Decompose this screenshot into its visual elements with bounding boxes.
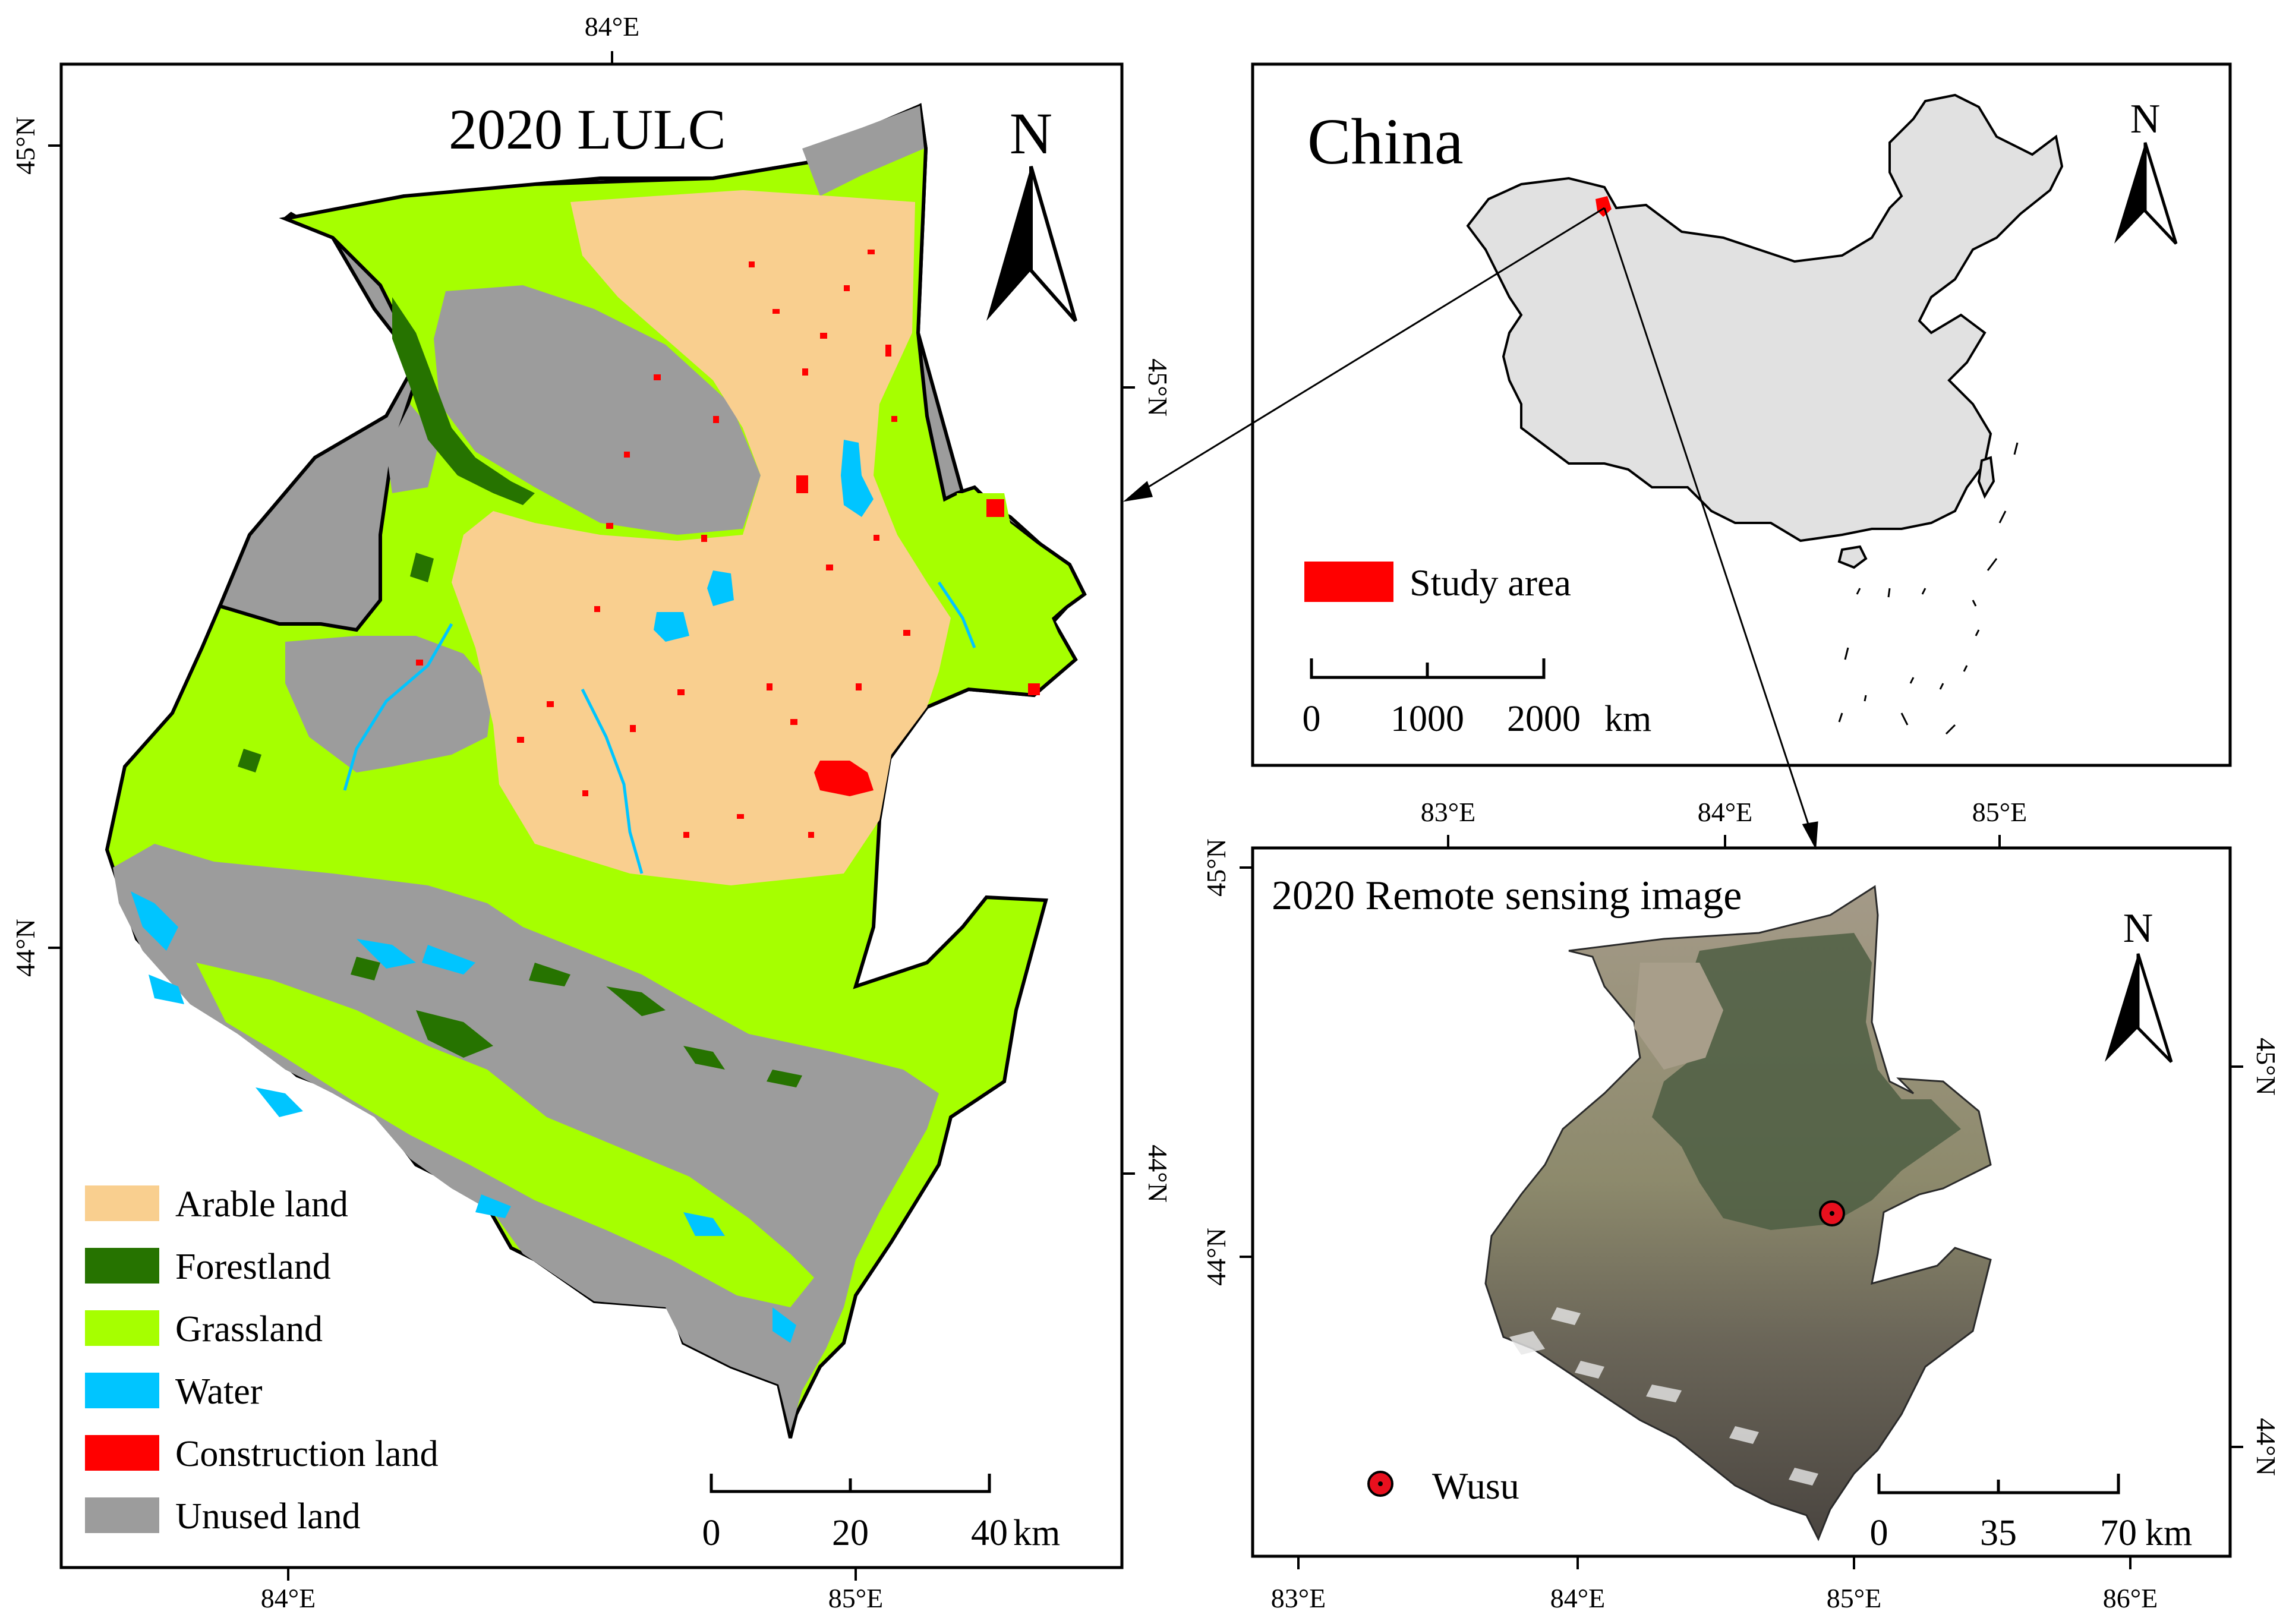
scale-unit: km xyxy=(2145,1513,2192,1553)
lulc-north-arrow: N xyxy=(986,100,1077,322)
lulc-graticule-ticks xyxy=(48,51,1135,1581)
lulc-rivers xyxy=(343,581,976,874)
rs-desert-patch xyxy=(1634,963,1723,1070)
taiwan-island xyxy=(1977,456,1995,499)
china-north-arrow: N xyxy=(2114,96,2178,245)
legend-item-construction-land: Construction land xyxy=(85,1434,439,1474)
lulc-construction-patches xyxy=(416,250,1040,838)
scale-label: 0 xyxy=(1303,699,1321,739)
rs-scale-bar: 0 35 70 km xyxy=(1870,1474,2192,1553)
lulc-right-lat-label: 45°N xyxy=(1143,358,1173,417)
legend-item-grassland: Grassland xyxy=(85,1309,323,1349)
rs-bottom-lon-label: 86°E xyxy=(2103,1583,2158,1613)
scale-label: 0 xyxy=(1870,1513,1888,1553)
china-map-title: China xyxy=(1307,105,1464,178)
lulc-north-label: N xyxy=(1010,100,1052,166)
legend-label: Construction land xyxy=(175,1434,439,1474)
hainan-island xyxy=(1837,545,1868,569)
rs-top-lon-label: 84°E xyxy=(1698,797,1753,827)
scale-label: 35 xyxy=(1980,1513,2017,1553)
rs-oasis-vegetation xyxy=(1652,933,1961,1230)
china-outline xyxy=(1466,93,2064,543)
rs-bottom-lon-label: 84°E xyxy=(1550,1583,1606,1613)
rs-right-lat-label: 45°N xyxy=(2251,1038,2281,1096)
scale-unit: km xyxy=(1604,699,1651,739)
rs-left-lat-label: 45°N xyxy=(1201,838,1231,897)
china-scale-bar: 0 1000 2000 km xyxy=(1303,658,1651,739)
rs-north-arrow: N xyxy=(2105,906,2173,1063)
legend-item-arable-land: Arable land xyxy=(85,1184,348,1225)
legend-label: Arable land xyxy=(175,1184,348,1225)
legend-swatch xyxy=(85,1185,159,1221)
lulc-left-lat-label: 45°N xyxy=(10,116,40,175)
south-china-sea-islands xyxy=(1838,442,2019,735)
rs-top-lon-label: 85°E xyxy=(1972,797,2028,827)
rs-north-label: N xyxy=(2123,906,2153,951)
legend-item-forestland: Forestland xyxy=(85,1247,331,1287)
study-area-legend-label: Study area xyxy=(1410,562,1571,604)
scale-label: 0 xyxy=(702,1513,721,1553)
lulc-map-frame xyxy=(59,62,1124,1569)
lulc-unused-land-patch xyxy=(802,106,924,196)
wusu-legend-marker xyxy=(1367,1471,1393,1497)
scale-label: 40 xyxy=(971,1513,1008,1553)
china-north-label: N xyxy=(2130,96,2161,142)
connector-arrows xyxy=(1122,207,1818,850)
lulc-grassland-mountain-strip xyxy=(196,963,814,1307)
lulc-bottom-lon-label: 85°E xyxy=(828,1583,884,1613)
lulc-bottom-lon-label: 84°E xyxy=(261,1583,316,1613)
lulc-map-title: 2020 LULC xyxy=(449,97,726,161)
rs-map-title: 2020 Remote sensing image xyxy=(1272,873,1742,919)
legend-swatch xyxy=(85,1248,159,1284)
lulc-water-patches xyxy=(131,440,874,1343)
legend-label: Forestland xyxy=(175,1247,331,1287)
lulc-scale-bar: 0 20 40 km xyxy=(702,1474,1060,1553)
lulc-forestland-patches xyxy=(238,297,802,1087)
lulc-unused-land-patch xyxy=(434,285,761,535)
rs-map-frame xyxy=(1251,846,2232,1558)
lulc-legend: Arable land Forestland Grassland Water C… xyxy=(85,1184,439,1537)
legend-swatch xyxy=(85,1497,159,1533)
wusu-legend-label: Wusu xyxy=(1432,1465,1519,1507)
legend-label: Unused land xyxy=(175,1496,361,1537)
legend-swatch xyxy=(85,1310,159,1346)
lulc-map-panel: 2020 LULC N 84°E 84°E 85°E 45°N 44°N 45°… xyxy=(10,11,1173,1613)
legend-item-water: Water xyxy=(85,1371,263,1412)
china-map-panel: China N xyxy=(1251,62,2232,767)
rs-right-lat-label: 44°N xyxy=(2251,1418,2281,1476)
rs-snow-highlights xyxy=(1509,1307,1818,1486)
legend-swatch xyxy=(85,1435,159,1471)
scale-label: 20 xyxy=(832,1513,869,1553)
lulc-right-lat-label: 44°N xyxy=(1143,1144,1173,1203)
lulc-arable-land xyxy=(452,190,951,885)
rs-left-lat-label: 44°N xyxy=(1201,1228,1231,1286)
legend-label: Water xyxy=(175,1371,263,1412)
china-map-frame xyxy=(1251,62,2232,767)
scale-label: 1000 xyxy=(1390,699,1464,739)
scale-label: 2000 xyxy=(1507,699,1581,739)
wusu-city-marker xyxy=(1819,1200,1845,1226)
scale-label: 70 xyxy=(2100,1513,2137,1553)
lulc-top-lon-label: 84°E xyxy=(585,11,640,42)
rs-bottom-lon-label: 83°E xyxy=(1271,1583,1326,1613)
rs-bottom-lon-label: 85°E xyxy=(1827,1583,1882,1613)
legend-item-unused-land: Unused land xyxy=(85,1496,361,1537)
scale-unit: km xyxy=(1013,1513,1060,1553)
legend-swatch xyxy=(85,1373,159,1408)
rs-map-panel: 2020 Remote sensing image N xyxy=(1201,797,2281,1613)
lulc-grassland-east xyxy=(957,493,1079,692)
rs-top-lon-label: 83°E xyxy=(1421,797,1476,827)
lulc-unused-land-patch xyxy=(285,636,493,772)
rs-graticule-ticks xyxy=(1240,835,2243,1569)
legend-label: Grassland xyxy=(175,1309,323,1349)
study-area-legend-swatch xyxy=(1304,562,1393,602)
lulc-left-lat-label: 44°N xyxy=(10,919,40,977)
